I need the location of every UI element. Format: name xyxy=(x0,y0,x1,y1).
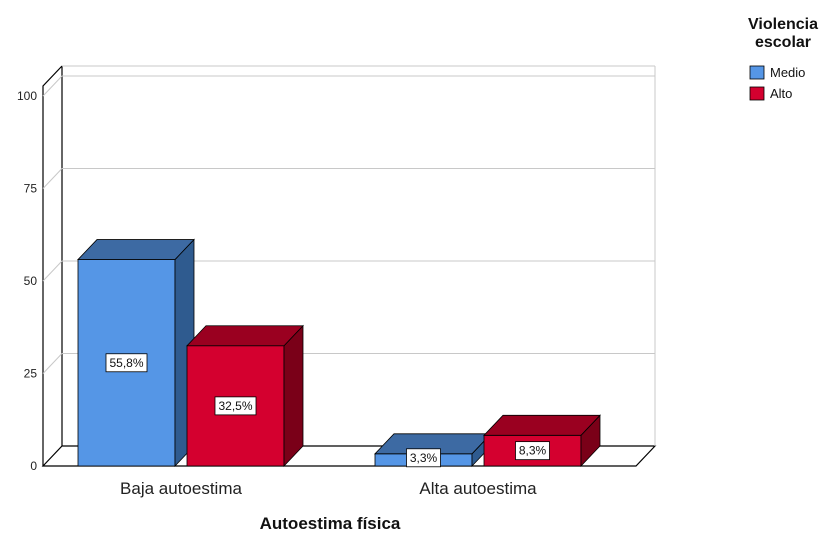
bar-medio-2: 3,3% xyxy=(374,432,492,468)
legend-label: Medio xyxy=(770,65,805,80)
y-axis-ticks: 0 25 50 75 100 xyxy=(17,89,37,473)
bars: 55,8% 32,5% 3,3% 8,3% xyxy=(77,238,601,468)
x-axis-categories: Baja autoestima Alta autoestima xyxy=(120,479,537,498)
y-tick-label: 50 xyxy=(24,274,38,288)
gridline-side xyxy=(42,353,63,374)
data-label-box xyxy=(214,396,257,416)
gridline-side xyxy=(42,260,63,282)
bar-side xyxy=(283,324,304,468)
bar-alto-1: 32,5% xyxy=(186,324,304,468)
legend-label: Alto xyxy=(770,86,792,101)
data-label: 8,3% xyxy=(519,444,547,458)
gridline-side xyxy=(42,168,63,189)
data-label: 55,8% xyxy=(109,356,143,370)
data-label-box xyxy=(515,441,550,461)
gridline-side xyxy=(42,75,63,97)
y-tick-label: 25 xyxy=(24,367,38,381)
legend-title: escolar xyxy=(755,34,811,51)
data-label: 3,3% xyxy=(410,451,438,465)
bar-top xyxy=(77,239,195,260)
data-label: 32,5% xyxy=(218,399,252,413)
x-tick-label: Alta autoestima xyxy=(419,479,537,498)
x-axis-title: Autoestima física xyxy=(260,514,401,533)
y-tick-label: 0 xyxy=(30,459,37,473)
bar-alto-2: 8,3% xyxy=(483,414,601,468)
legend-swatch xyxy=(749,65,765,80)
left-wall xyxy=(42,65,63,466)
bar-top xyxy=(483,414,601,436)
legend-title: Violencia xyxy=(748,16,818,33)
bar-top xyxy=(186,325,304,347)
y-tick-label: 75 xyxy=(24,182,38,196)
plot-frame xyxy=(41,65,657,467)
x-tick-label: Baja autoestima xyxy=(120,479,242,498)
legend-swatch xyxy=(749,86,765,101)
data-label-box xyxy=(105,353,148,373)
data-label-box xyxy=(406,448,441,468)
bar-medio-1: 55,8% xyxy=(77,238,195,468)
y-tick-label: 100 xyxy=(17,89,37,103)
